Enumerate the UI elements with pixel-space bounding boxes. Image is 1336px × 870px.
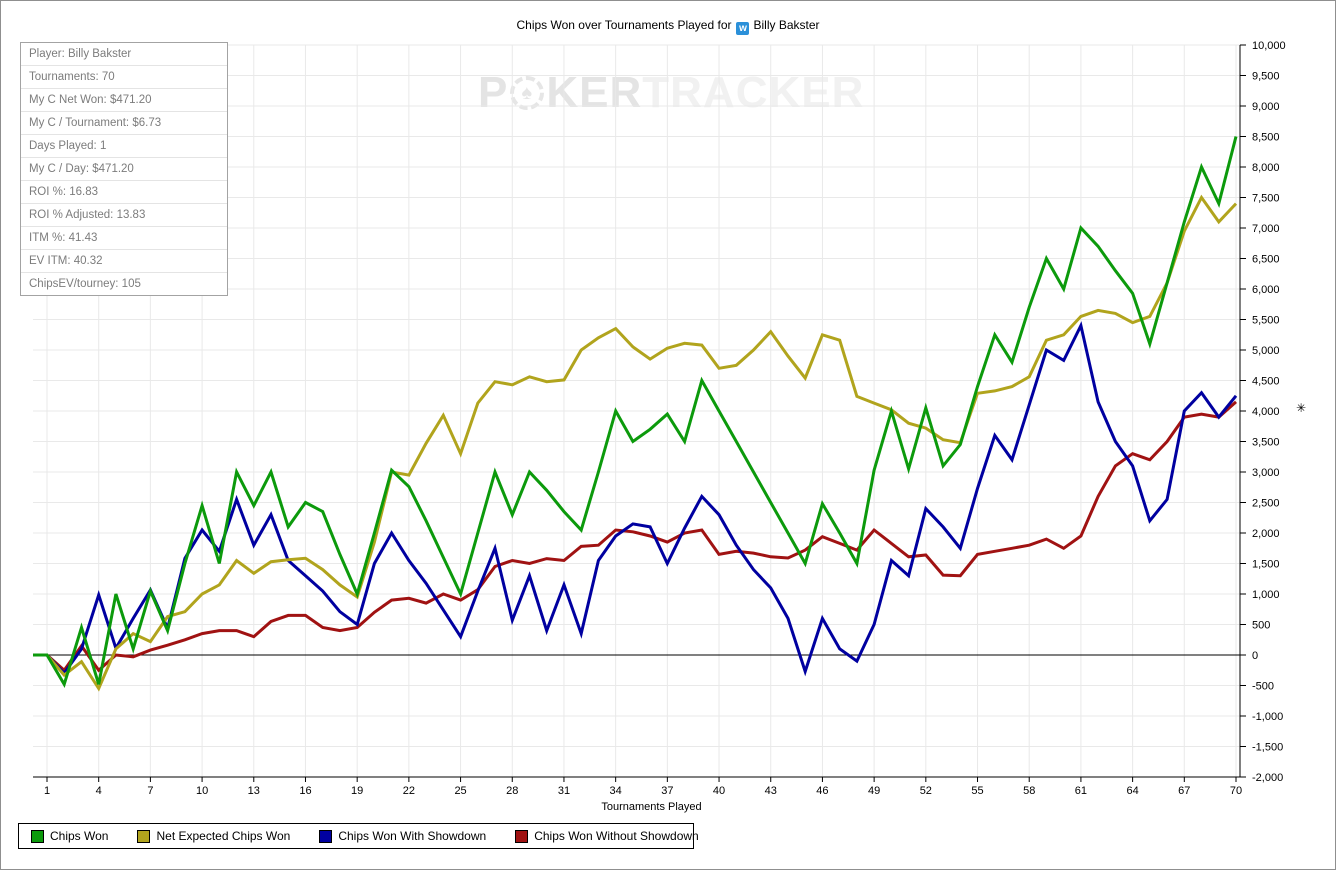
svg-text:7,000: 7,000 xyxy=(1252,223,1280,235)
svg-text:13: 13 xyxy=(248,785,260,797)
svg-text:70: 70 xyxy=(1230,785,1242,797)
svg-text:43: 43 xyxy=(765,785,777,797)
svg-text:5,000: 5,000 xyxy=(1252,345,1280,357)
watermark-ker: KER xyxy=(546,68,643,117)
svg-text:25: 25 xyxy=(454,785,466,797)
svg-text:4,500: 4,500 xyxy=(1252,376,1280,388)
svg-text:Tournaments Played: Tournaments Played xyxy=(601,801,701,813)
svg-text:-500: -500 xyxy=(1252,681,1274,693)
svg-text:19: 19 xyxy=(351,785,363,797)
series-line-net-expected-chips-won xyxy=(33,194,1238,692)
legend-item-net-expected: Net Expected Chips Won xyxy=(137,829,290,843)
legend-marker-without-showdown xyxy=(515,829,529,843)
svg-text:7: 7 xyxy=(147,785,153,797)
stat-days-played: Days Played: 1 xyxy=(21,135,227,158)
svg-text:37: 37 xyxy=(661,785,673,797)
legend-marker-net-expected xyxy=(137,829,151,843)
page-title: Chips Won over Tournaments Played for w Bi… xyxy=(0,18,1336,35)
svg-text:6,000: 6,000 xyxy=(1252,284,1280,296)
stat-ev-itm: EV ITM: 40.32 xyxy=(21,250,227,273)
legend-item-without-showdown: Chips Won Without Showdown xyxy=(515,829,699,843)
title-player-name: Billy Bakster xyxy=(753,18,820,32)
svg-text:-2,000: -2,000 xyxy=(1252,772,1283,784)
svg-text:8,000: 8,000 xyxy=(1252,162,1280,174)
legend-marker-chips-won xyxy=(31,829,44,843)
svg-text:0: 0 xyxy=(1252,650,1258,662)
svg-text:3,000: 3,000 xyxy=(1252,467,1280,479)
poker-site-icon: w xyxy=(736,22,750,35)
legend-label: Chips Won Without Showdown xyxy=(534,829,699,843)
svg-text:10,000: 10,000 xyxy=(1252,40,1286,52)
legend-item-chips-won: Chips Won xyxy=(31,829,108,843)
stat-roi-adjusted: ROI % Adjusted: 13.83 xyxy=(21,204,227,227)
series-line-chips-won-without-showdown xyxy=(33,400,1237,673)
y-axis-asterisk-marker: ✳ xyxy=(1296,401,1307,415)
stat-per-day: My C / Day: $471.20 xyxy=(21,158,227,181)
watermark-p: P xyxy=(478,68,509,117)
svg-text:-1,000: -1,000 xyxy=(1252,711,1283,723)
svg-text:34: 34 xyxy=(610,785,622,797)
svg-text:4,000: 4,000 xyxy=(1252,406,1280,418)
stat-per-tournament: My C / Tournament: $6.73 xyxy=(21,112,227,135)
stat-tournaments: Tournaments: 70 xyxy=(21,66,227,89)
svg-text:2,000: 2,000 xyxy=(1252,528,1280,540)
stat-itm: ITM %: 41.43 xyxy=(21,227,227,250)
svg-text:61: 61 xyxy=(1075,785,1087,797)
title-prefix: Chips Won over Tournaments Played for xyxy=(516,18,732,32)
svg-text:4: 4 xyxy=(96,785,102,797)
player-stats-panel: Player: Billy Bakster Tournaments: 70 My… xyxy=(20,42,228,296)
svg-text:8,500: 8,500 xyxy=(1252,132,1280,144)
series-line-chips-won xyxy=(33,136,1238,689)
legend-label: Chips Won xyxy=(50,829,109,843)
svg-text:-1,500: -1,500 xyxy=(1252,742,1283,754)
svg-text:28: 28 xyxy=(506,785,518,797)
legend-label: Net Expected Chips Won xyxy=(156,829,291,843)
pokertracker-watermark: P ♠ KER TRACKER xyxy=(478,68,864,118)
stat-player: Player: Billy Bakster xyxy=(21,43,227,66)
svg-text:40: 40 xyxy=(713,785,725,797)
svg-text:9,000: 9,000 xyxy=(1252,101,1280,113)
y-axis: -2,000 -1,500 -1,000 -500 0 500 1,000 1,500 2,00… xyxy=(1239,40,1286,784)
svg-text:46: 46 xyxy=(816,785,828,797)
svg-text:9,500: 9,500 xyxy=(1252,71,1280,83)
svg-text:6,500: 6,500 xyxy=(1252,254,1280,266)
x-axis: 1 4 7 10 13 16 19 22 25 28 31 34 37 40 43 46 49 52 55 58 61 6… xyxy=(33,776,1242,813)
svg-text:10: 10 xyxy=(196,785,208,797)
svg-text:58: 58 xyxy=(1023,785,1035,797)
svg-text:49: 49 xyxy=(868,785,880,797)
svg-text:52: 52 xyxy=(920,785,932,797)
legend-item-with-showdown: Chips Won With Showdown xyxy=(319,829,486,843)
legend-marker-with-showdown xyxy=(319,829,333,843)
legend: Chips Won Net Expected Chips Won Chips W… xyxy=(18,823,699,849)
svg-text:55: 55 xyxy=(971,785,983,797)
svg-text:7,500: 7,500 xyxy=(1252,193,1280,205)
svg-text:1,000: 1,000 xyxy=(1252,589,1280,601)
stat-roi: ROI %: 16.83 xyxy=(21,181,227,204)
svg-text:16: 16 xyxy=(299,785,311,797)
svg-text:5,500: 5,500 xyxy=(1252,315,1280,327)
stat-net-won: My C Net Won: $471.20 xyxy=(21,89,227,112)
svg-text:67: 67 xyxy=(1178,785,1190,797)
svg-text:3,500: 3,500 xyxy=(1252,437,1280,449)
legend-label: Chips Won With Showdown xyxy=(338,829,487,843)
svg-text:64: 64 xyxy=(1126,785,1138,797)
svg-text:1,500: 1,500 xyxy=(1252,559,1280,571)
stat-chips-ev: ChipsEV/tourney: 105 xyxy=(29,278,141,290)
svg-text:1: 1 xyxy=(44,785,50,797)
watermark-tracker: TRACKER xyxy=(642,68,865,117)
series-line-chips-won-with-showdown xyxy=(33,321,1238,677)
svg-text:500: 500 xyxy=(1252,620,1270,632)
svg-text:2,500: 2,500 xyxy=(1252,498,1280,510)
svg-text:22: 22 xyxy=(403,785,415,797)
svg-text:31: 31 xyxy=(558,785,570,797)
